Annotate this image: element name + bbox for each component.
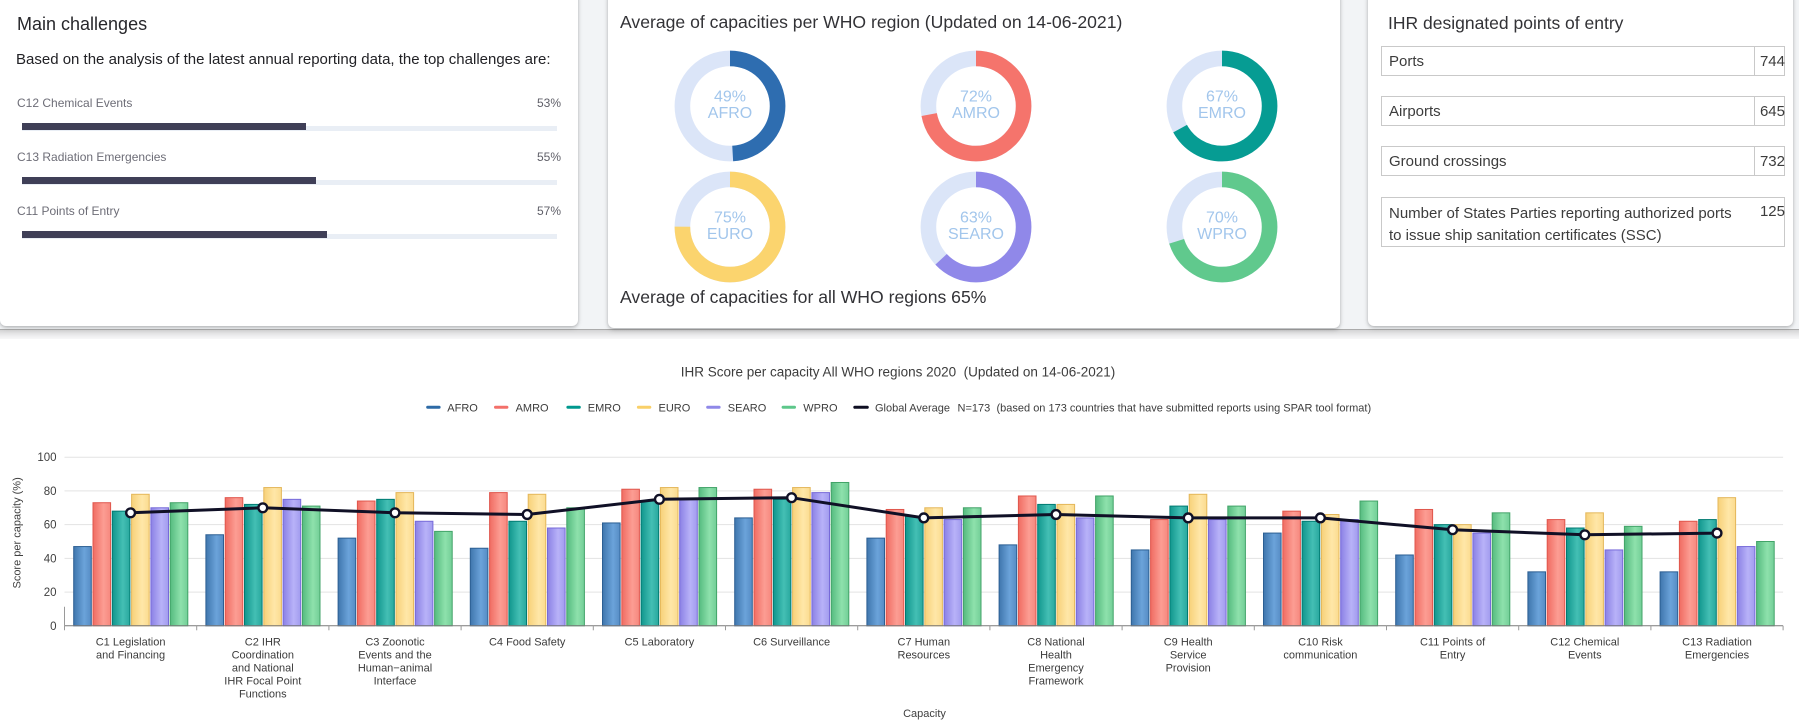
svg-text:Events: Events [1568, 649, 1602, 661]
svg-text:70%: 70% [1206, 210, 1238, 227]
svg-text:Provision: Provision [1166, 662, 1211, 674]
svg-text:EURO: EURO [707, 226, 753, 243]
svg-text:WPRO: WPRO [1197, 226, 1247, 243]
svg-text:EMRO: EMRO [588, 402, 621, 414]
svg-text:Entry: Entry [1440, 649, 1466, 661]
svg-text:Events and the: Events and the [358, 649, 431, 661]
svg-text:Emergency: Emergency [1028, 662, 1084, 674]
svg-text:72%: 72% [960, 89, 992, 106]
svg-text:and Financing: and Financing [96, 649, 165, 661]
svg-text:C6 Surveillance: C6 Surveillance [753, 636, 830, 648]
svg-text:Global Average: Global Average [875, 402, 950, 414]
svg-text:Service: Service [1170, 649, 1207, 661]
svg-text:C2 IHR: C2 IHR [245, 636, 281, 648]
svg-text:C7 Human: C7 Human [898, 636, 951, 648]
svg-text:communication: communication [1283, 649, 1357, 661]
svg-text:C1 Legislation: C1 Legislation [96, 636, 166, 648]
svg-text:EMRO: EMRO [1198, 105, 1246, 122]
svg-text:AFRO: AFRO [447, 402, 478, 414]
svg-text:60: 60 [44, 520, 57, 532]
svg-text:AFRO: AFRO [708, 105, 752, 122]
svg-text:75%: 75% [714, 210, 746, 227]
svg-text:SEARO: SEARO [948, 226, 1004, 243]
svg-text:IHR Focal Point: IHR Focal Point [224, 675, 301, 687]
svg-text:C11 Points of: C11 Points of [1420, 636, 1486, 648]
svg-text:WPRO: WPRO [803, 402, 838, 414]
svg-text:C9 Health: C9 Health [1164, 636, 1213, 648]
svg-text:Functions: Functions [239, 688, 287, 700]
svg-text:AMRO: AMRO [952, 105, 1000, 122]
svg-text:EURO: EURO [659, 402, 691, 414]
svg-text:Framework: Framework [1028, 675, 1084, 687]
svg-text:and National: and National [232, 662, 294, 674]
svg-text:Resources: Resources [898, 649, 951, 661]
svg-text:Emergencies: Emergencies [1685, 649, 1750, 661]
svg-text:C5 Laboratory: C5 Laboratory [625, 636, 695, 648]
svg-text:80: 80 [44, 486, 57, 498]
svg-text:40: 40 [44, 553, 57, 565]
svg-text:Interface: Interface [374, 675, 417, 687]
svg-text:Capacity: Capacity [903, 708, 946, 720]
svg-text:N=173: N=173 [958, 402, 991, 414]
svg-text:Score per capacity (%): Score per capacity (%) [12, 477, 24, 588]
svg-text:(based on 173 countries that h: (based on 173 countries that have submit… [997, 402, 1372, 414]
svg-text:IHR Score per capacity All WHO: IHR Score per capacity All WHO regions 2… [681, 365, 1115, 380]
svg-text:20: 20 [44, 587, 57, 599]
svg-text:0: 0 [50, 621, 56, 633]
svg-text:Health: Health [1040, 649, 1072, 661]
svg-text:AMRO: AMRO [516, 402, 549, 414]
svg-text:Human−animal: Human−animal [358, 662, 432, 674]
svg-text:C4 Food Safety: C4 Food Safety [489, 636, 566, 648]
svg-text:C12 Chemical: C12 Chemical [1550, 636, 1619, 648]
svg-text:Coordination: Coordination [232, 649, 294, 661]
svg-text:C3 Zoonotic: C3 Zoonotic [365, 636, 425, 648]
svg-text:C8 National: C8 National [1027, 636, 1084, 648]
svg-text:49%: 49% [714, 89, 746, 106]
svg-text:C10 Risk: C10 Risk [1298, 636, 1343, 648]
svg-text:SEARO: SEARO [728, 402, 767, 414]
svg-text:C13 Radiation: C13 Radiation [1682, 636, 1752, 648]
svg-text:63%: 63% [960, 210, 992, 227]
svg-text:100: 100 [37, 452, 56, 464]
svg-text:67%: 67% [1206, 89, 1238, 106]
